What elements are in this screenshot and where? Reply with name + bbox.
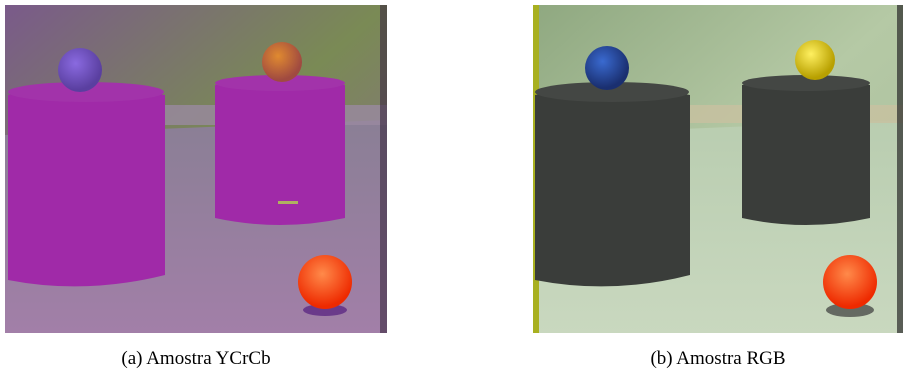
page: (a) Amostra YCrCb (b) Amostra RGB (() =>… — [0, 0, 906, 381]
caption: (b) Amostra RGB — [650, 348, 785, 369]
figure: (a) Amostra YCrCb (b) Amostra RGB — [0, 0, 906, 381]
image-rgb — [533, 5, 903, 333]
image-ycrcb — [5, 5, 387, 333]
caption: (a) Amostra YCrCb — [121, 348, 270, 369]
